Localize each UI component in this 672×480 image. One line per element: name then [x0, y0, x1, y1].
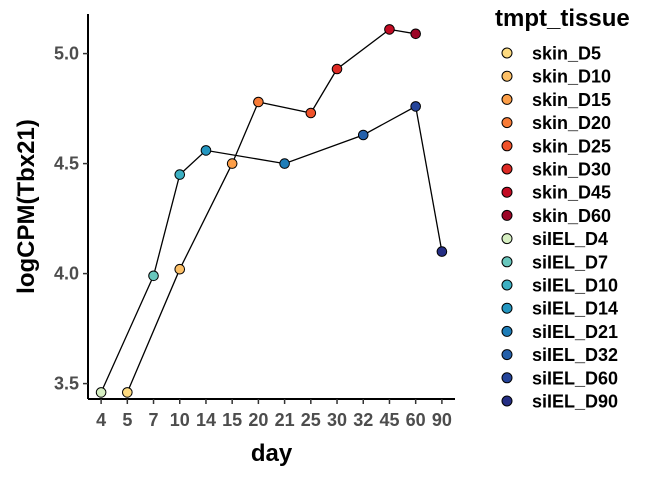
x-tick-label: 25	[301, 410, 321, 430]
legend-key-siIEL_D14	[501, 302, 513, 314]
data-point-skin_D45	[384, 24, 395, 35]
legend-label-skin_D60: skin_D60	[532, 206, 611, 226]
legend-label-skin_D30: skin_D30	[532, 160, 611, 180]
data-points	[95, 24, 448, 398]
series-line-skin	[126, 28, 416, 393]
legend-label-siIEL_D14: siIEL_D14	[532, 299, 618, 319]
data-point-skin_D25	[305, 107, 317, 119]
legend-key-skin_D60	[501, 209, 513, 221]
x-tick-label: 60	[406, 410, 426, 430]
legend-label-skin_D45: skin_D45	[532, 183, 611, 203]
data-point-siIEL_D10	[174, 169, 186, 180]
legend-key-skin_D45	[501, 186, 513, 198]
data-point-siIEL_D32	[357, 129, 369, 141]
y-axis-ticks: 3.5 4.0 4.5 5.0	[54, 44, 88, 394]
legend-key-skin_D10	[501, 70, 513, 82]
legend-label-siIEL_D4: siIEL_D4	[532, 229, 608, 249]
legend-label-siIEL_D7: siIEL_D7	[532, 252, 608, 272]
legend-label-skin_D20: skin_D20	[532, 113, 611, 133]
data-point-siIEL_D90	[436, 246, 448, 257]
legend-key-siIEL_D4	[501, 233, 513, 245]
data-point-skin_D15	[226, 158, 238, 169]
data-point-siIEL_D21	[279, 158, 290, 169]
data-point-skin_D30	[331, 63, 343, 75]
legend-key-siIEL_D90	[501, 395, 513, 407]
legend-title: tmpt_tissue	[495, 5, 630, 32]
series-lines	[100, 28, 443, 393]
legend-label-skin_D5: skin_D5	[532, 44, 601, 64]
x-tick-label: 10	[170, 410, 190, 430]
x-tick-label: 5	[122, 410, 132, 430]
legend-key-skin_D15	[501, 93, 513, 105]
x-tick-label: 45	[379, 410, 399, 430]
legend-key-skin_D25	[501, 140, 513, 152]
x-tick-label: 32	[353, 410, 373, 430]
legend: tmpt_tissue skin_D5skin_D10skin_D15skin_…	[495, 5, 630, 412]
legend-label-skin_D25: skin_D25	[532, 136, 611, 156]
x-tick-label: 15	[222, 410, 242, 430]
legend-label-siIEL_D21: siIEL_D21	[532, 322, 618, 342]
y-tick-label: 4.0	[54, 264, 79, 284]
series-line-siIEL	[100, 105, 443, 393]
data-point-siIEL_D4	[95, 387, 107, 398]
legend-key-siIEL_D21	[501, 325, 513, 337]
legend-key-siIEL_D7	[501, 256, 513, 268]
y-tick-label: 5.0	[54, 44, 79, 64]
legend-key-siIEL_D32	[501, 349, 513, 361]
y-tick-label: 3.5	[54, 374, 79, 394]
x-tick-label: 20	[248, 410, 268, 430]
legend-label-siIEL_D10: siIEL_D10	[532, 276, 618, 296]
legend-label-skin_D15: skin_D15	[532, 90, 611, 110]
legend-key-skin_D5	[501, 47, 513, 59]
legend-label-siIEL_D90: siIEL_D90	[532, 392, 618, 412]
x-tick-label: 90	[432, 410, 452, 430]
legend-key-siIEL_D60	[501, 372, 513, 384]
legend-key-skin_D20	[501, 117, 513, 129]
x-axis-title: day	[251, 440, 293, 467]
legend-items: skin_D5 skin_D10 skin_D15 skin_D20 skin_D25s…	[501, 44, 618, 412]
data-point-skin_D10	[174, 263, 186, 275]
legend-label-siIEL_D60: siIEL_D60	[532, 368, 618, 388]
data-point-skin_D60	[410, 28, 421, 40]
data-point-skin_D20	[253, 96, 264, 108]
x-tick-label: 21	[275, 410, 295, 430]
y-axis-title: logCPM(Tbx21)	[13, 119, 40, 294]
data-point-siIEL_D14	[200, 145, 212, 156]
x-axis-ticks: 4 5 7 10 14 15 20 21 25 30 32 45 60 90	[96, 399, 452, 430]
legend-label-skin_D10: skin_D10	[532, 67, 611, 87]
x-tick-label: 14	[196, 410, 216, 430]
x-tick-label: 4	[96, 410, 106, 430]
x-tick-label: 7	[149, 410, 159, 430]
y-tick-label: 4.5	[54, 154, 79, 174]
data-point-skin_D5	[122, 387, 133, 398]
legend-key-skin_D30	[501, 163, 513, 175]
data-point-siIEL_D60	[410, 101, 421, 112]
data-point-siIEL_D7	[148, 270, 159, 282]
legend-label-siIEL_D32: siIEL_D32	[532, 345, 618, 365]
legend-key-siIEL_D10	[501, 279, 513, 291]
x-tick-label: 30	[327, 410, 347, 430]
